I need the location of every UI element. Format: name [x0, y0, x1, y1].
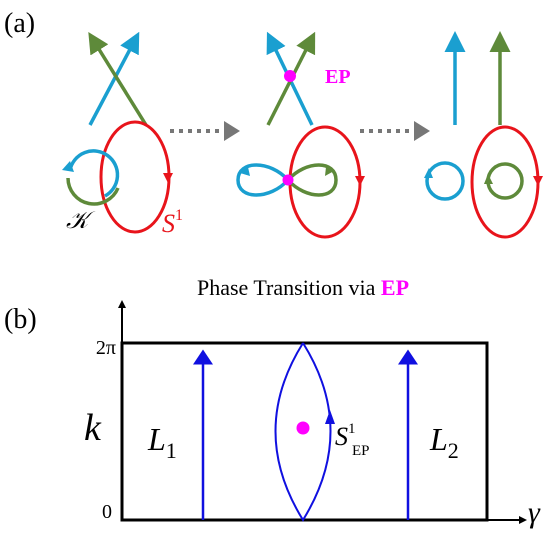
- figure: (a) 𝒦 S1 EP Phase Transition via EP (b) …: [0, 0, 549, 533]
- loop-label: L1: [147, 421, 177, 463]
- x-axis-label: γ: [528, 496, 541, 529]
- panel-title: Phase Transition via EP: [197, 275, 409, 300]
- panel-label: (b): [4, 304, 37, 335]
- ep-point: [297, 422, 310, 435]
- knot-label: 𝒦: [66, 208, 96, 234]
- panel-label: (a): [4, 8, 35, 39]
- group-3: [424, 38, 543, 237]
- loop-label: L2: [429, 421, 459, 463]
- y-tick-label: 0: [102, 501, 112, 523]
- group-2: EP: [238, 38, 365, 237]
- group-1: 𝒦 S1: [62, 38, 183, 238]
- y-axis-label: k: [84, 407, 102, 449]
- y-tick-label: 2π: [96, 337, 116, 359]
- circle-label: S1: [162, 207, 183, 238]
- ep-label: EP: [325, 66, 351, 88]
